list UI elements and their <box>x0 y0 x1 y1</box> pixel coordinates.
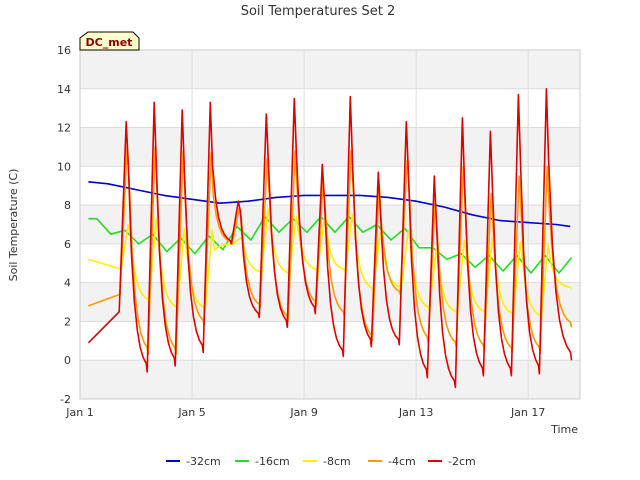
y-tick-label: 2 <box>64 315 71 328</box>
x-tick-label: Jan 9 <box>289 406 317 419</box>
series-line-d32 <box>88 181 571 228</box>
y-tick-label: 16 <box>57 44 71 57</box>
tag-label: DC_met <box>86 36 133 49</box>
y-tick-label: 4 <box>64 277 71 290</box>
grid-band <box>80 360 580 399</box>
grid-band <box>80 50 580 89</box>
x-tick-label: Jan 17 <box>510 406 545 419</box>
x-tick-label: Jan 13 <box>398 406 433 419</box>
x-axis-label: Time <box>550 423 578 436</box>
y-tick-label: -2 <box>60 393 71 406</box>
x-tick-label: Jan 1 <box>65 406 93 419</box>
grid-band <box>80 205 580 244</box>
y-tick-label: 8 <box>64 199 71 212</box>
legend-label-d4: -4cm <box>388 455 416 468</box>
x-axis-ticks: Jan 1 Jan 5 Jan 9 Jan 13 Jan 17 <box>65 406 545 419</box>
x-tick-label: Jan 5 <box>177 406 205 419</box>
legend-label-d8: -8cm <box>323 455 351 468</box>
y-axis-ticks: -2 0 2 4 6 8 10 12 14 16 <box>57 44 71 406</box>
chart-title: Soil Temperatures Set 2 <box>241 4 396 19</box>
tag-box <box>79 31 140 51</box>
legend: -32cm -16cm -8cm -4cm -2cm <box>166 455 476 468</box>
series-lines <box>87 88 573 389</box>
legend-label-d32: -32cm <box>186 455 221 468</box>
y-tick-label: 12 <box>57 122 71 135</box>
legend-label-d16: -16cm <box>255 455 290 468</box>
y-tick-label: 0 <box>64 354 71 367</box>
y-tick-label: 6 <box>64 238 71 251</box>
grid-band <box>80 127 580 167</box>
legend-label-d2: -2cm <box>448 455 476 468</box>
y-axis-label: Soil Temperature (C) <box>7 169 20 282</box>
y-tick-label: 14 <box>57 83 71 96</box>
dc-met-tag: DC_met <box>79 31 140 51</box>
plot-border <box>79 49 581 400</box>
series-line-d2 <box>87 88 573 389</box>
y-tick-label: 10 <box>57 160 71 173</box>
series-line-d16 <box>88 215 573 274</box>
